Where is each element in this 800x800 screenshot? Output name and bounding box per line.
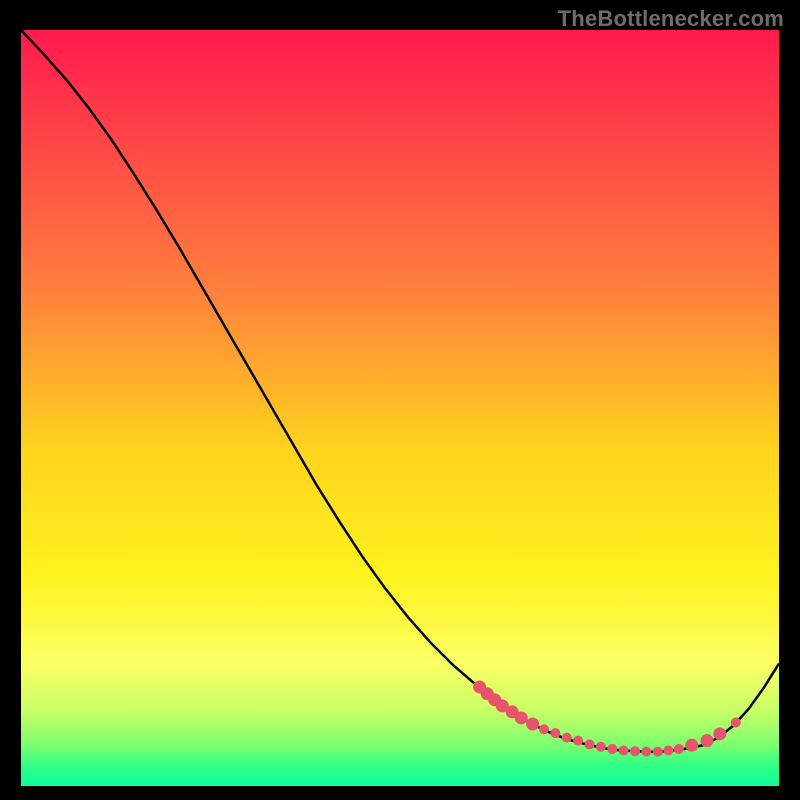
plot-background bbox=[21, 30, 779, 786]
data-point bbox=[641, 747, 651, 757]
data-point bbox=[596, 742, 606, 752]
data-point bbox=[550, 728, 560, 738]
data-point bbox=[731, 718, 741, 728]
data-point bbox=[713, 727, 726, 740]
data-point bbox=[526, 718, 539, 731]
data-point bbox=[674, 744, 684, 754]
data-point bbox=[663, 745, 673, 755]
data-point bbox=[700, 734, 713, 747]
data-point bbox=[539, 724, 549, 734]
data-point bbox=[515, 711, 528, 724]
chart-root: { "watermark": { "text": "TheBottlenecke… bbox=[0, 0, 800, 800]
data-point bbox=[630, 746, 640, 756]
chart-svg bbox=[0, 0, 800, 800]
data-point bbox=[685, 739, 698, 752]
data-point bbox=[573, 736, 583, 746]
data-point bbox=[653, 747, 663, 757]
data-point bbox=[585, 739, 595, 749]
data-point bbox=[607, 744, 617, 754]
watermark-text: TheBottlenecker.com bbox=[558, 6, 784, 32]
data-point bbox=[619, 745, 629, 755]
data-point bbox=[562, 733, 572, 743]
